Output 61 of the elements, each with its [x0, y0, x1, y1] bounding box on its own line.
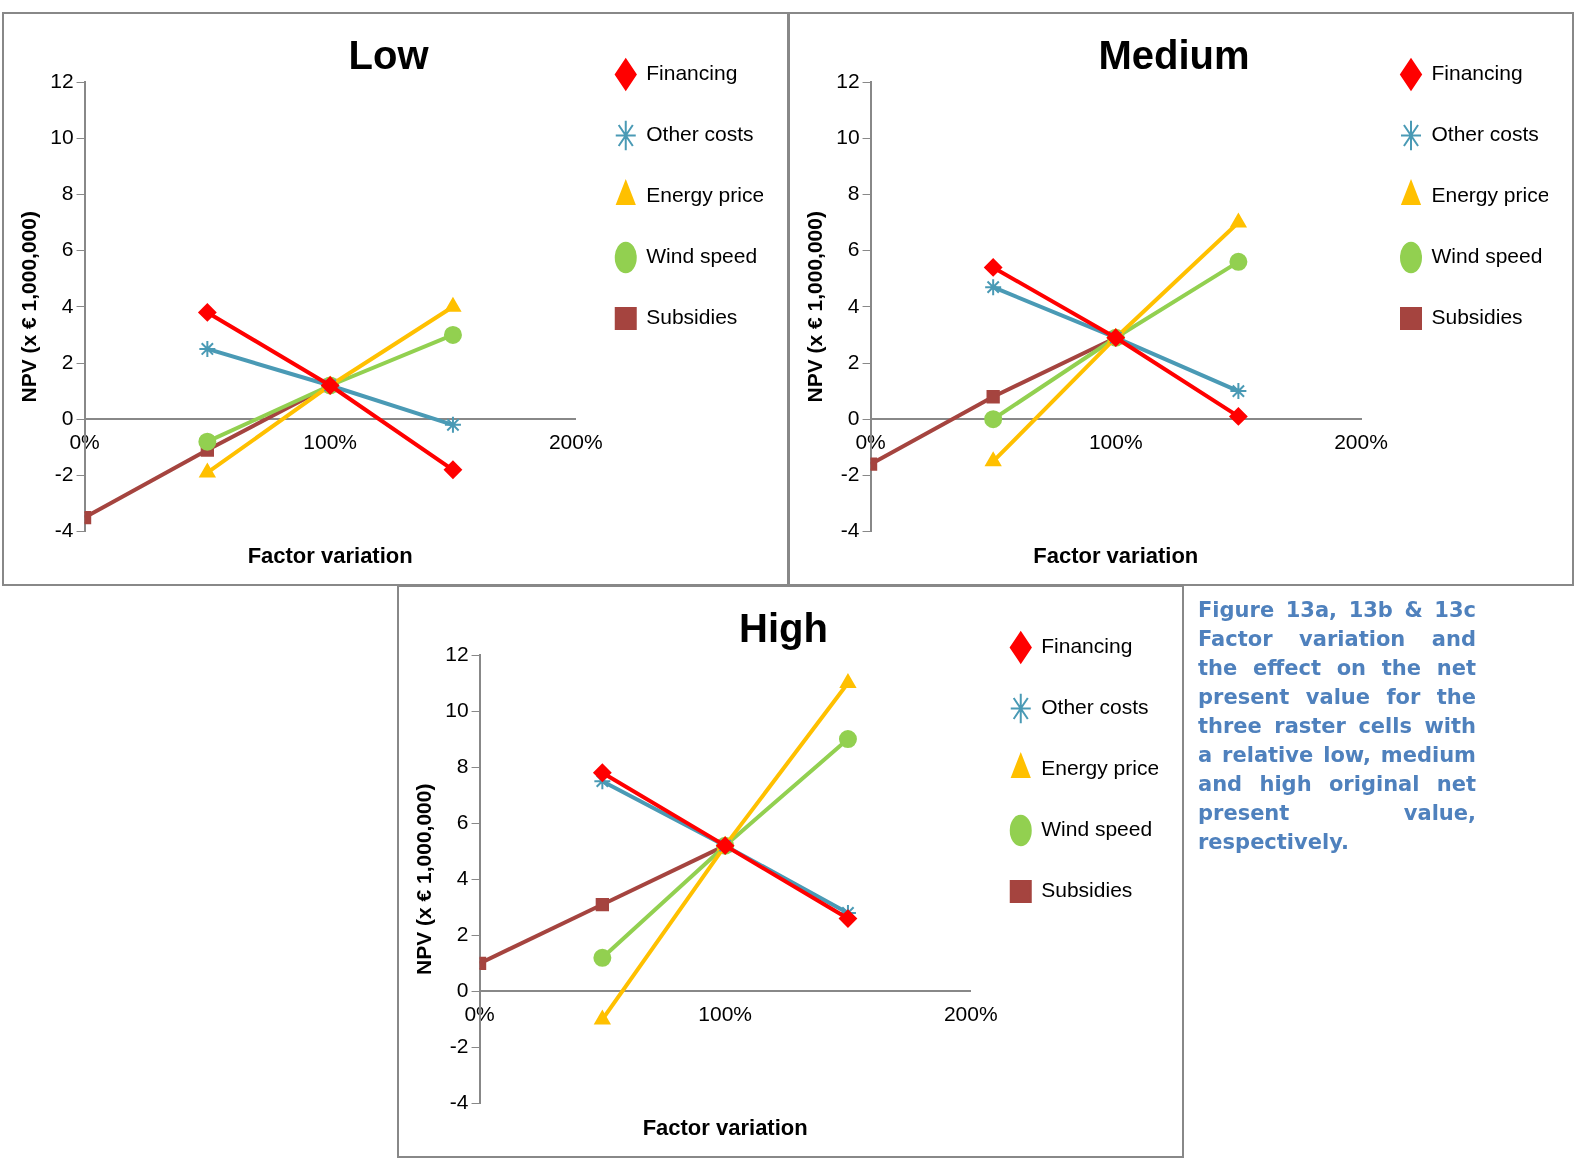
- legend-label: Energy price: [646, 183, 765, 207]
- y-tick-label: 8: [61, 181, 74, 205]
- y-axis-title: NPV (x € 1,000,000): [412, 783, 436, 976]
- x-tick-label: 0%: [464, 1001, 495, 1025]
- y-tick-label: 0: [61, 406, 74, 429]
- y-tick-label: 4: [456, 866, 469, 890]
- x-axis-title: Factor variation: [642, 1114, 808, 1140]
- y-tick-label: 10: [50, 125, 74, 148]
- legend-label: Other costs: [1041, 695, 1149, 719]
- y-tick-label: -4: [840, 518, 860, 542]
- y-tick-label: 8: [456, 753, 469, 777]
- x-tick-label: 0%: [855, 429, 886, 453]
- y-tick-label: 0: [456, 978, 469, 1002]
- legend-label: Financing: [1041, 634, 1133, 658]
- y-tick-label: -2: [449, 1034, 469, 1058]
- legend-label: Other costs: [646, 122, 754, 146]
- y-tick-label: 4: [61, 293, 74, 317]
- x-tick-label: 100%: [698, 1001, 753, 1025]
- chart-title: High: [739, 606, 828, 651]
- y-tick-label: 2: [456, 922, 469, 946]
- x-tick-label: 200%: [943, 1001, 998, 1025]
- legend-label: Subsidies: [1431, 305, 1523, 329]
- y-tick-label: 4: [847, 293, 860, 317]
- legend-label: Wind speed: [646, 244, 758, 268]
- y-tick-label: 6: [61, 237, 74, 261]
- y-tick-label: -4: [449, 1090, 469, 1114]
- y-tick-label: 10: [445, 697, 469, 721]
- y-tick-label: 6: [847, 237, 860, 261]
- legend-label: Energy price: [1041, 756, 1160, 780]
- legend-label: Financing: [646, 61, 738, 85]
- y-tick-label: 2: [61, 349, 74, 373]
- x-tick-label: 0%: [69, 429, 100, 453]
- chart-title: Low: [348, 33, 430, 78]
- legend-label: Financing: [1431, 61, 1523, 85]
- y-tick-label: -4: [54, 518, 74, 542]
- y-tick-label: 12: [50, 68, 74, 92]
- x-axis-title: Factor variation: [247, 542, 413, 568]
- x-tick-label: 200%: [1334, 429, 1388, 453]
- y-axis-title: NPV (x € 1,000,000): [803, 211, 827, 403]
- y-tick-label: -2: [54, 462, 74, 486]
- text: Figure 13a, 13b & 13c Factor variation and the effect on the net present value for the three raster cells with a relative low, medium and high original net present value, respectively.: [1198, 598, 1476, 854]
- legend-label: Subsidies: [1041, 878, 1133, 902]
- x-tick-label: 100%: [1088, 429, 1143, 453]
- y-tick-label: 12: [836, 68, 860, 92]
- x-tick-label: 100%: [303, 429, 358, 453]
- y-tick-label: 10: [836, 125, 860, 148]
- x-axis-title: Factor variation: [1033, 542, 1199, 568]
- y-tick-label: 12: [445, 641, 469, 665]
- y-axis-title: NPV (x € 1,000,000): [17, 211, 41, 403]
- y-tick-label: 8: [847, 181, 860, 205]
- legend-label: Wind speed: [1041, 817, 1153, 841]
- y-tick-label: -2: [840, 462, 860, 486]
- legend-label: Other costs: [1431, 122, 1539, 146]
- x-tick-label: 200%: [548, 429, 603, 453]
- legend-label: Subsidies: [646, 305, 738, 329]
- y-tick-label: 6: [456, 810, 469, 834]
- y-tick-label: 2: [847, 349, 860, 373]
- chart-title: Medium: [1098, 33, 1250, 78]
- legend-label: Wind speed: [1431, 244, 1543, 268]
- y-tick-label: 0: [847, 406, 860, 429]
- legend-label: Energy price: [1431, 183, 1550, 207]
